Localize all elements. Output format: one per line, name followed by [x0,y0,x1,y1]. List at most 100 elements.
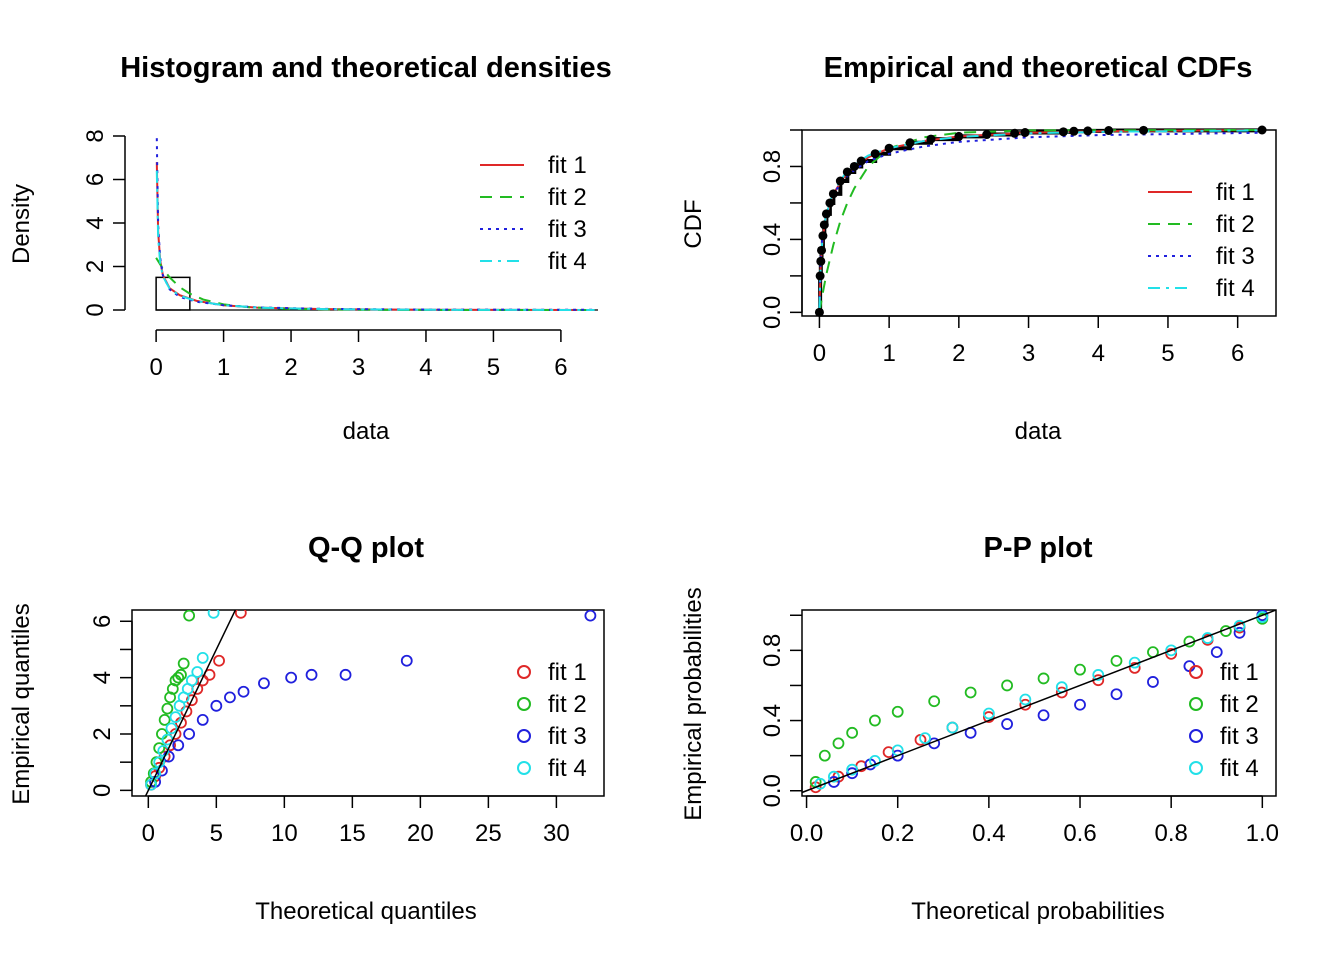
density-x-tick-label: 2 [284,354,297,381]
qq-point-fit-3 [339,668,352,681]
cdf-x-tick-label: 4 [1092,340,1105,367]
qq-point-fit-4 [149,767,162,780]
cdf-empirical-point [842,167,852,177]
cdf-empirical-point [849,161,859,171]
pp-x-tick-label: 1.0 [1246,820,1279,847]
qq-point-fit-2 [177,657,190,670]
qq-point-fit-4 [165,722,178,735]
cdf-ylabel: CDF [680,199,707,248]
density-y-tick-label: 2 [82,260,109,273]
pp-legend-swatch [1189,665,1203,679]
density-legend-label: fit 1 [548,152,587,179]
cdf-empirical-point [954,131,964,141]
cdf-x-tick-label: 5 [1161,340,1174,367]
cdf-legend-label: fit 4 [1216,275,1255,302]
pp-point-fit-2 [964,686,977,699]
density-series-fit-4 [155,170,595,311]
qq-point-fit-2 [158,714,171,726]
qq-point-fit-4 [185,674,198,687]
qq-point-fit-3 [305,668,318,681]
pp-legend-label: fit 1 [1220,659,1259,686]
density-legend-label: fit 2 [548,184,587,211]
pp-title: P-P plot [983,532,1092,564]
qq-plot-body: 0 5 10 15 20 25 30 0 2 4 6 fit 1 fit 2 fit 3 fit 4 [89,609,605,847]
qq-legend-label: fit 3 [548,723,587,750]
qq-point-fit-1 [234,610,247,619]
cdf-series-fit-3 [818,131,1263,307]
pp-legend-swatch [1189,697,1203,711]
pp-legend-label: fit 2 [1220,691,1259,718]
qq-legend-label: fit 1 [548,659,587,686]
qq-legend-item: fit 3 [517,723,587,750]
cdf-empirical-point [1020,128,1030,138]
qq-y-tick-label: 0 [89,784,116,797]
qq-legend-swatch [517,697,531,711]
pp-point-fit-2 [928,695,941,708]
cdf-plot-body: 0 1 2 3 4 5 6 0.0 0.4 0.8 fit 1 fit 2 fit 3 fit 4 [759,125,1277,367]
cdf-empirical-point [905,138,915,148]
cdf-y-tick-label: 0.4 [759,223,786,256]
cdf-legend-label: fit 1 [1216,179,1255,206]
cdf-x-tick-label: 1 [882,340,895,367]
pp-point-fit-4 [1092,669,1105,681]
pp-reference-line [802,610,1276,794]
pp-point-fit-4 [982,707,995,720]
pp-point-fit-2 [869,714,881,727]
qq-point-fit-3 [584,610,597,622]
density-x-tick-label: 3 [352,354,365,381]
qq-reference-line [144,610,237,796]
qq-xlabel: Theoretical quantiles [255,898,476,925]
cdf-legend-item: fit 4 [1148,275,1255,302]
qq-point-fit-3 [210,699,223,712]
pp-point-fit-1 [1055,686,1068,699]
pp-point-fit-2 [846,726,859,739]
qq-y-tick-label: 6 [89,615,116,628]
pp-point-fit-4 [946,721,959,734]
density-series-fit-2 [155,257,595,311]
density-legend-label: fit 3 [548,216,587,243]
cdf-empirical-point [828,189,838,199]
cdf-y-tick-label: 0.0 [759,296,786,329]
pp-point-fit-2 [818,749,831,762]
qq-point-fit-3 [237,685,250,698]
qq-point-fit-1 [213,654,225,667]
cdf-legend-item: fit 1 [1148,179,1255,206]
pp-point-fit-3 [846,767,859,780]
qq-point-fit-1 [185,694,198,707]
cdf-empirical-point [825,198,835,208]
pp-y-tick-label: 0.0 [759,774,786,807]
cdf-empirical-point [926,134,936,144]
qq-point-fit-3 [224,691,236,704]
qq-x-tick-label: 5 [210,820,223,847]
qq-x-tick-label: 10 [271,820,298,847]
cdf-series-fit-2 [818,129,1263,313]
qq-legend-item: fit 1 [517,659,587,686]
density-ylabel: Density [8,184,35,264]
pp-point-fit-3 [1074,698,1086,711]
cdf-empirical-point [982,130,992,140]
cdf-empirical-point [821,209,831,219]
pp-x-tick-label: 0.2 [881,820,914,847]
qq-x-tick-label: 15 [339,820,366,847]
cdf-x-tick-label: 3 [1022,340,1035,367]
qq-point-fit-3 [400,654,413,667]
qq-point-fit-2 [172,671,185,684]
cdf-title: Empirical and theoretical CDFs [824,52,1253,84]
qq-legend-label: fit 2 [548,691,587,718]
density-y-tick-label: 4 [82,216,109,229]
cdf-empirical-point [870,149,880,159]
qq-x-tick-label: 20 [407,820,434,847]
pp-point-fit-4 [919,732,931,744]
pp-point-fit-1 [1128,662,1141,674]
cdf-empirical-point [817,245,827,255]
pp-legend-swatch [1189,729,1203,743]
density-y-tick-label: 6 [82,173,109,186]
pp-x-tick-label: 0.0 [790,820,823,847]
density-y-tick-label: 8 [82,129,109,142]
panel-cdf: Empirical and theoretical CDFs data CDF … [680,52,1277,445]
pp-point-fit-3 [891,749,904,762]
pp-point-fit-3 [1233,626,1246,639]
cdf-empirical-point [1257,125,1267,135]
qq-legend-label: fit 4 [548,755,587,782]
cdf-y-tick-label: 0.8 [759,150,786,183]
